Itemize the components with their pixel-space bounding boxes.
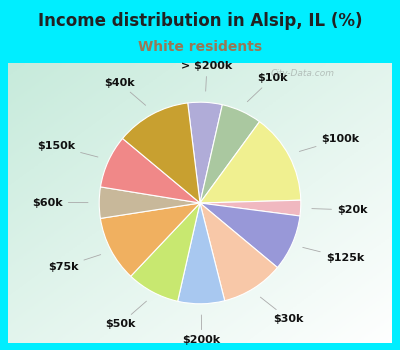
Text: City-Data.com: City-Data.com bbox=[270, 69, 334, 78]
Wedge shape bbox=[200, 122, 301, 203]
Text: > $200k: > $200k bbox=[181, 61, 232, 91]
Text: $75k: $75k bbox=[48, 254, 101, 272]
Wedge shape bbox=[100, 203, 200, 276]
Text: $20k: $20k bbox=[312, 205, 368, 215]
Text: $125k: $125k bbox=[303, 247, 364, 263]
Wedge shape bbox=[100, 139, 200, 203]
Wedge shape bbox=[188, 102, 222, 203]
Text: $10k: $10k bbox=[247, 73, 287, 102]
Wedge shape bbox=[99, 187, 200, 218]
Text: $40k: $40k bbox=[104, 78, 146, 105]
Text: $150k: $150k bbox=[37, 141, 98, 157]
Text: $50k: $50k bbox=[105, 301, 146, 329]
Wedge shape bbox=[200, 203, 300, 267]
Wedge shape bbox=[122, 103, 200, 203]
Wedge shape bbox=[200, 203, 278, 301]
Wedge shape bbox=[178, 203, 225, 304]
Text: Income distribution in Alsip, IL (%): Income distribution in Alsip, IL (%) bbox=[38, 12, 362, 30]
Text: $60k: $60k bbox=[32, 197, 88, 208]
Text: $200k: $200k bbox=[183, 315, 221, 345]
Wedge shape bbox=[131, 203, 200, 301]
Text: $30k: $30k bbox=[260, 297, 304, 324]
Text: $100k: $100k bbox=[299, 134, 360, 152]
Wedge shape bbox=[200, 105, 260, 203]
Wedge shape bbox=[200, 200, 301, 216]
Text: White residents: White residents bbox=[138, 40, 262, 54]
